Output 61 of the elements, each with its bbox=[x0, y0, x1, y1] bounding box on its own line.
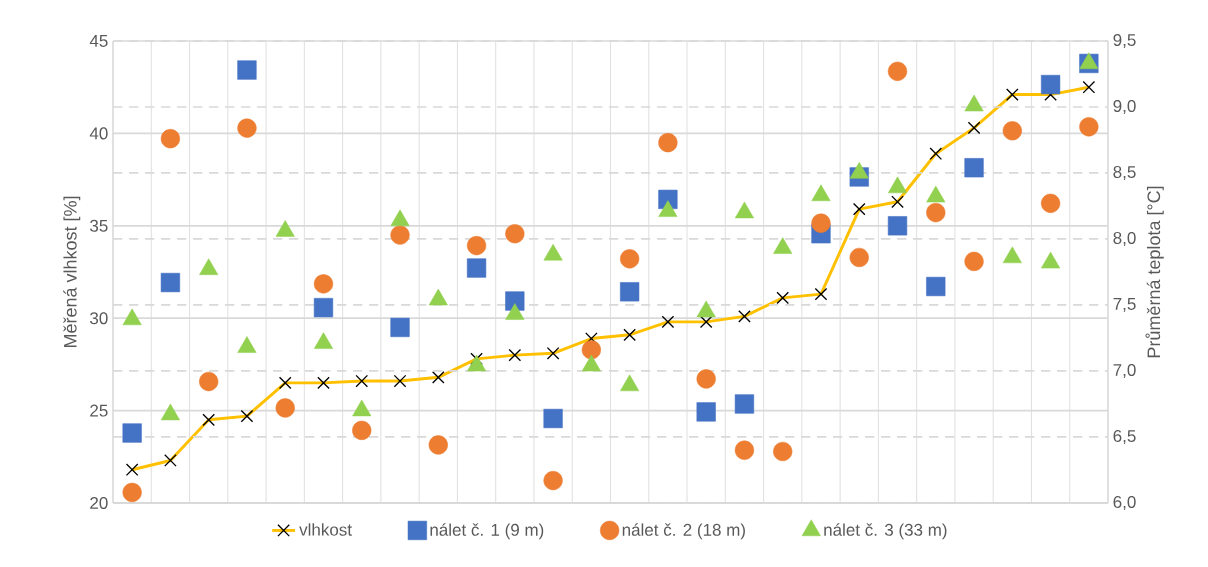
point bbox=[390, 317, 410, 338]
point bbox=[313, 274, 334, 294]
point bbox=[773, 441, 793, 462]
point bbox=[964, 158, 984, 178]
point bbox=[313, 298, 334, 318]
point bbox=[1040, 74, 1061, 95]
y2-tick-label: 7,5 bbox=[1113, 298, 1136, 312]
y2-tick-label: 6,0 bbox=[1113, 495, 1136, 511]
y2-tick-label: 9,5 bbox=[1113, 33, 1136, 49]
y2-tick-label: 8,0 bbox=[1113, 231, 1136, 247]
point bbox=[160, 129, 181, 149]
y2-tick-label: 7,0 bbox=[1113, 363, 1136, 379]
point bbox=[964, 251, 984, 272]
y-tick-label: 40 bbox=[89, 127, 108, 140]
y-tick-label: 35 bbox=[90, 219, 108, 232]
legend-label: nálet č. 3 (33 m) bbox=[824, 523, 947, 540]
point bbox=[237, 118, 257, 138]
point bbox=[352, 420, 372, 440]
y-axis-title: Měřená vlhkost [%] bbox=[63, 196, 81, 348]
point bbox=[390, 225, 410, 245]
point bbox=[734, 394, 755, 414]
y2-tick-label: 6,5 bbox=[1113, 429, 1136, 445]
point bbox=[160, 272, 181, 293]
point bbox=[734, 440, 755, 460]
legend-label: vlhkost bbox=[299, 523, 352, 536]
legend-label: nálet č. 2 (18 m) bbox=[622, 523, 745, 540]
y-tick-label: 20 bbox=[90, 496, 108, 510]
point bbox=[926, 202, 946, 223]
point bbox=[122, 482, 142, 503]
y-tick-label: 25 bbox=[90, 404, 108, 417]
point bbox=[543, 408, 563, 429]
point bbox=[581, 340, 601, 360]
point bbox=[122, 423, 142, 443]
point bbox=[926, 276, 946, 297]
point bbox=[237, 60, 257, 80]
legend-label: nálet č. 1 (9 m) bbox=[430, 523, 544, 540]
y-tick-label: 30 bbox=[90, 312, 108, 325]
point bbox=[1040, 193, 1061, 213]
y2-axis-title: Průměrná teplota [°C] bbox=[1145, 186, 1164, 358]
y2-tick-label: 9,0 bbox=[1113, 99, 1136, 115]
y2-tick-label: 8,5 bbox=[1113, 165, 1136, 181]
point bbox=[505, 291, 525, 311]
point bbox=[505, 224, 525, 244]
point bbox=[620, 282, 640, 302]
point bbox=[275, 398, 295, 418]
point bbox=[696, 402, 716, 422]
point bbox=[199, 371, 219, 392]
y-tick-label: 45 bbox=[89, 35, 108, 47]
point bbox=[466, 235, 487, 256]
point bbox=[620, 249, 640, 269]
point bbox=[887, 61, 908, 81]
point bbox=[1002, 121, 1022, 141]
point bbox=[849, 247, 869, 268]
point bbox=[466, 258, 487, 278]
point bbox=[887, 216, 908, 236]
point bbox=[543, 470, 563, 491]
point bbox=[428, 435, 448, 455]
point bbox=[696, 369, 716, 389]
point bbox=[811, 213, 831, 233]
point bbox=[1079, 117, 1099, 137]
point bbox=[658, 133, 678, 153]
